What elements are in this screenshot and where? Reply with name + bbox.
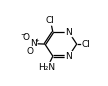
- Text: N: N: [65, 28, 72, 37]
- Text: +: +: [34, 38, 39, 43]
- Text: H₂N: H₂N: [38, 63, 56, 72]
- Text: Cl: Cl: [82, 40, 91, 49]
- Text: O: O: [23, 33, 30, 42]
- Text: O: O: [27, 47, 34, 56]
- Text: N: N: [65, 52, 72, 61]
- Text: Cl: Cl: [46, 16, 55, 25]
- Text: N: N: [30, 39, 37, 48]
- Text: −: −: [21, 32, 26, 37]
